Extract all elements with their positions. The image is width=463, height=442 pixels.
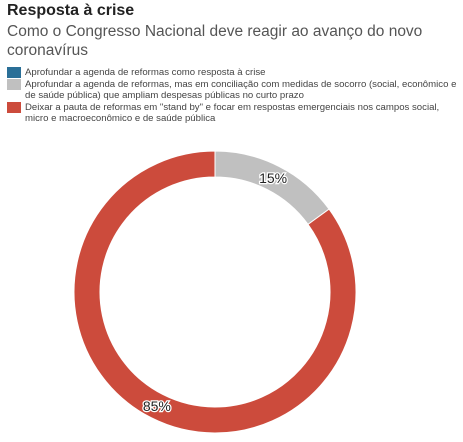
donut-slices: [73, 150, 357, 434]
legend-label-reformas: Aprofundar a agenda de reformas como res…: [25, 67, 266, 78]
legend: Aprofundar a agenda de reformas como res…: [7, 67, 457, 125]
legend-swatch-reformas: [7, 67, 21, 78]
chart-title: Resposta à crise: [7, 2, 135, 19]
legend-swatch-stand-by: [7, 102, 21, 113]
legend-label-stand-by: Deixar a pauta de reformas em "stand by"…: [25, 102, 440, 124]
legend-item-conciliacao[interactable]: Aprofundar a agenda de reformas, mas em …: [7, 79, 457, 101]
legend-item-reformas[interactable]: Aprofundar a agenda de reformas como res…: [7, 67, 457, 78]
slice-label-stand-by: 85%: [143, 398, 171, 414]
chart-subtitle: Como o Congresso Nacional deve reagir ao…: [7, 23, 423, 59]
slice-label-conciliacao: 15%: [259, 170, 287, 186]
legend-label-conciliacao: Aprofundar a agenda de reformas, mas em …: [25, 79, 457, 101]
donut-labels: 15% 85%: [142, 169, 289, 416]
legend-item-stand-by[interactable]: Deixar a pauta de reformas em "stand by"…: [7, 102, 457, 124]
slice-stand-by[interactable]: [73, 150, 357, 434]
slice-conciliacao[interactable]: [214, 150, 330, 226]
legend-swatch-conciliacao: [7, 79, 21, 90]
